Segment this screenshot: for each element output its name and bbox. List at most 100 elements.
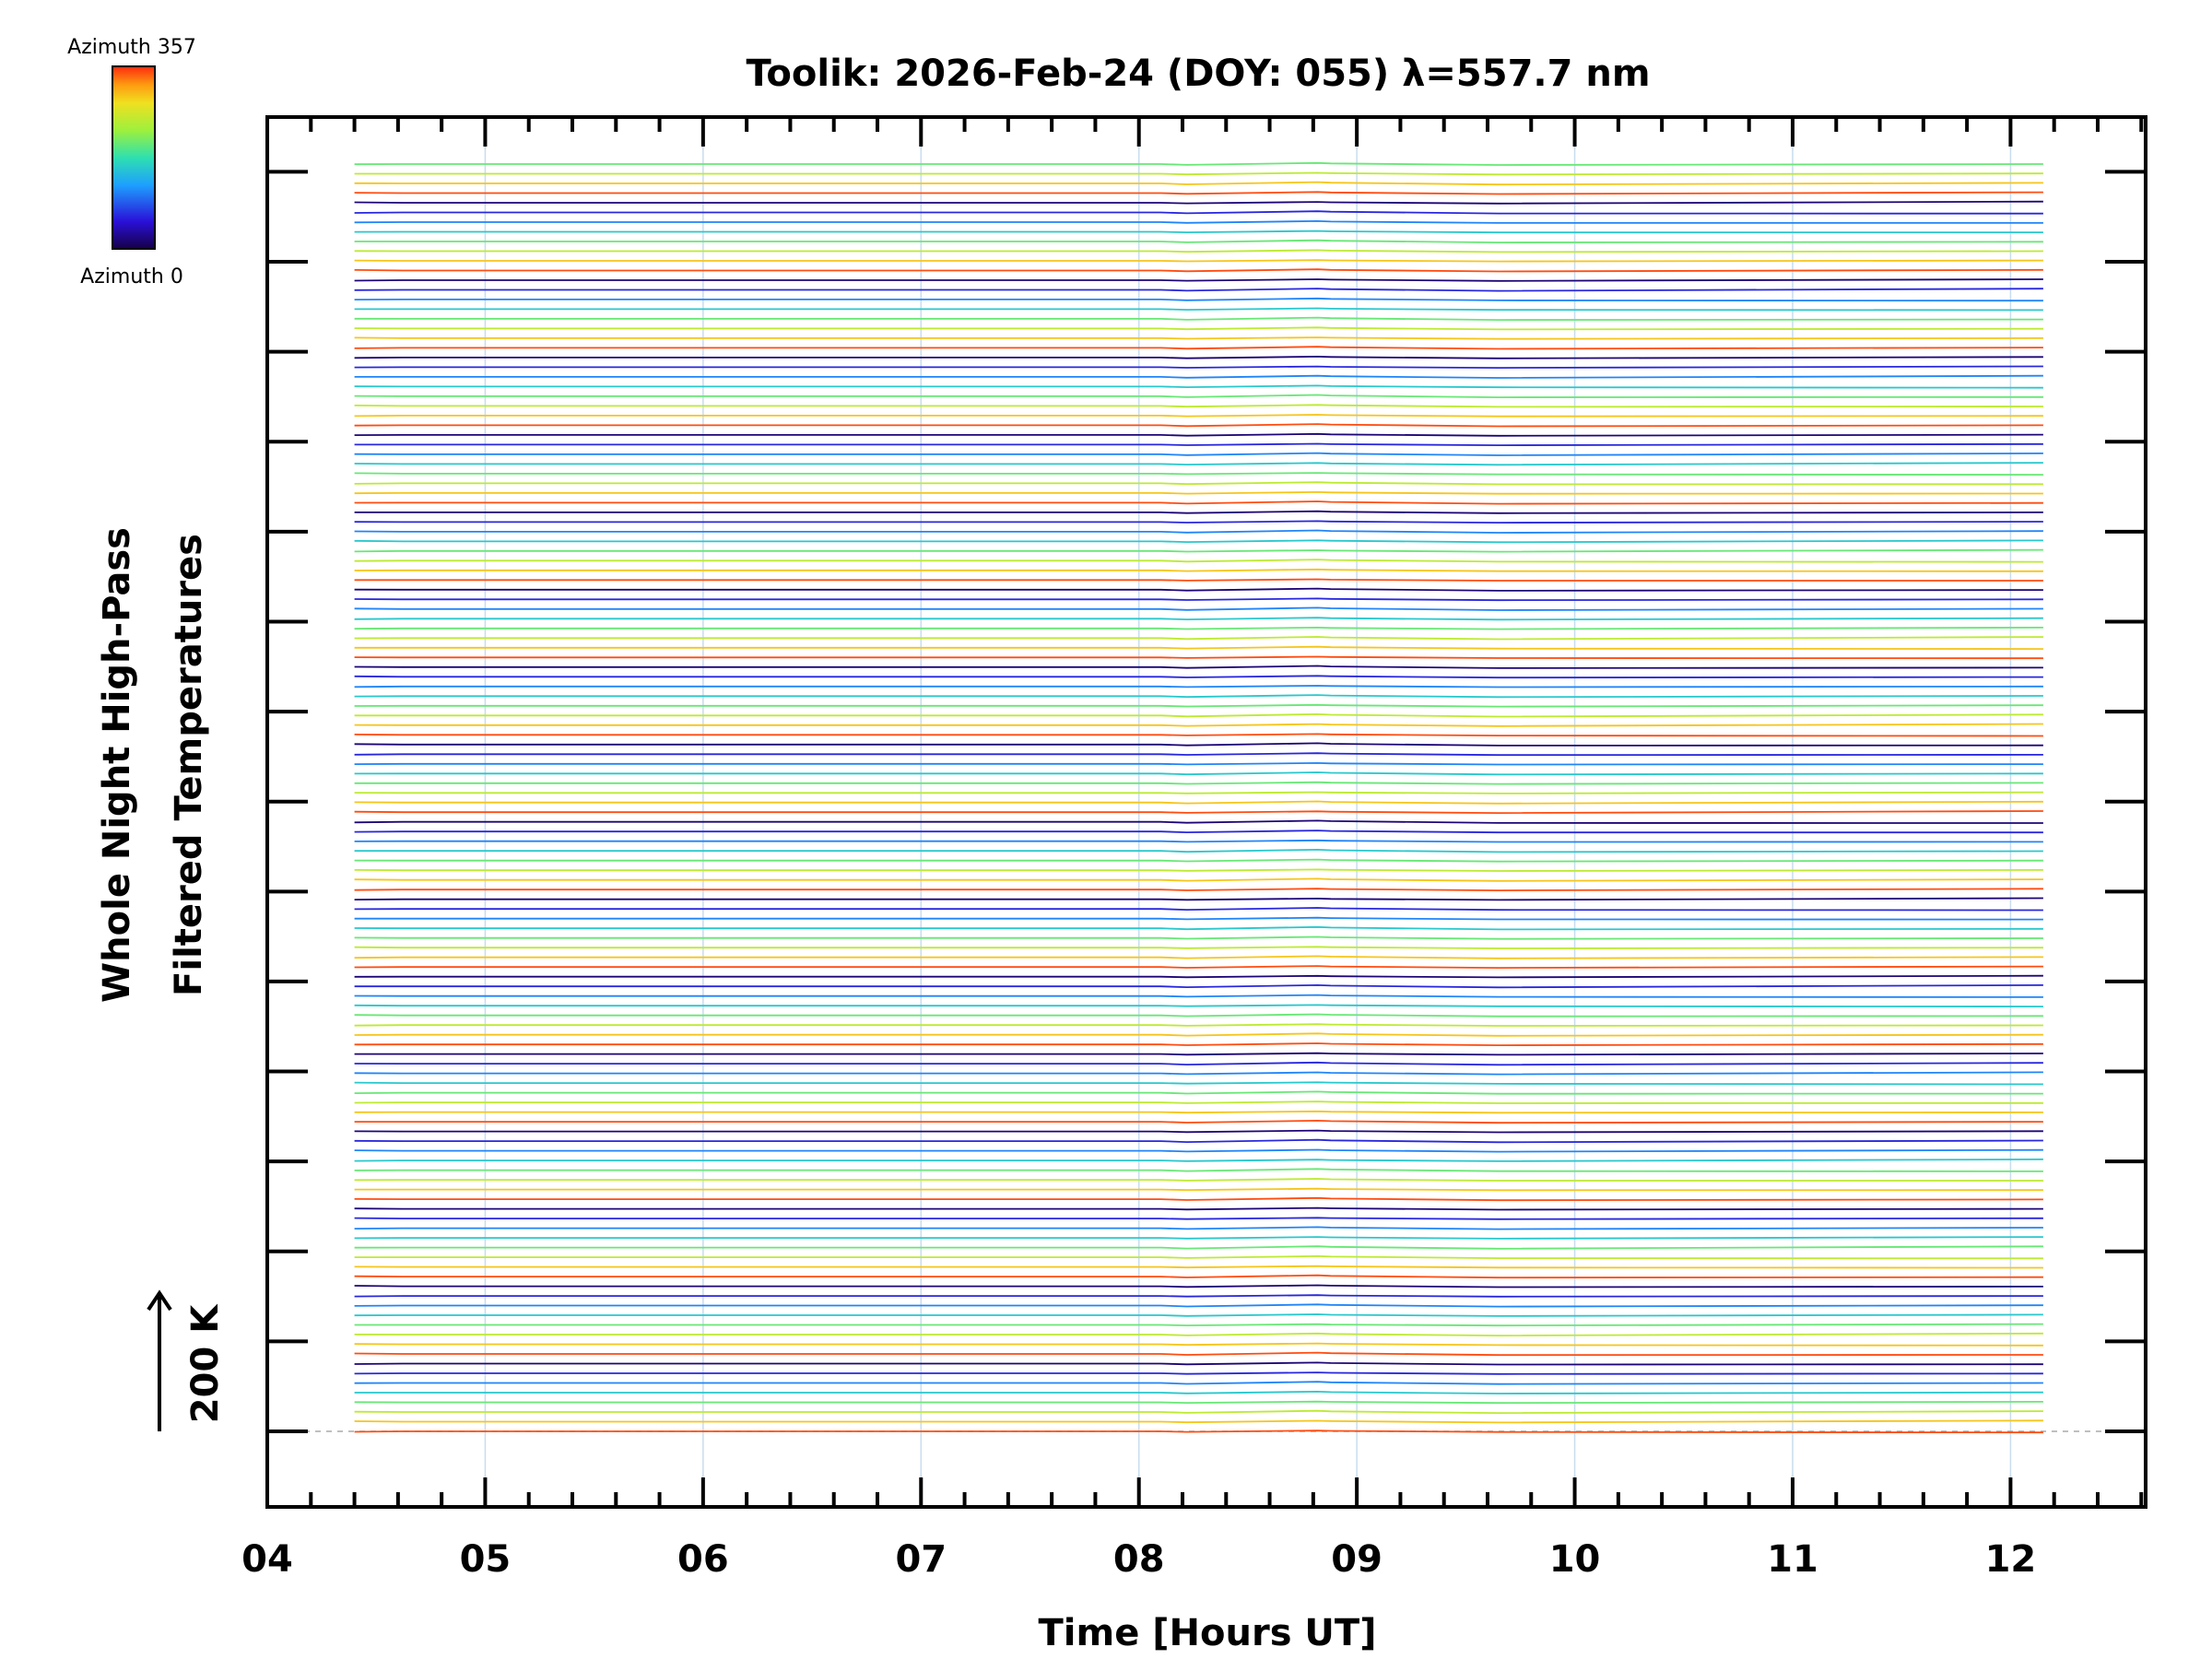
series-line [354, 1351, 2043, 1357]
series-line [354, 925, 2043, 931]
series-line [354, 1023, 2043, 1027]
series-line [354, 1119, 2043, 1124]
plot-frame [265, 115, 2147, 1509]
series-line [354, 1032, 2043, 1037]
series-line [354, 694, 2043, 699]
series-line [354, 897, 2043, 901]
series-line [354, 946, 2043, 949]
series-line [354, 452, 2043, 456]
series-line [354, 1061, 2043, 1066]
series-line [354, 810, 2043, 814]
series-line [354, 617, 2043, 621]
series-line [354, 1294, 2043, 1298]
series-line [354, 1342, 2043, 1347]
series-line [354, 472, 2043, 476]
series-line [354, 1004, 2043, 1007]
series-line [354, 297, 2043, 302]
series-line [354, 1148, 2043, 1153]
series-line [354, 1303, 2043, 1308]
x-axis-label: Time [Hours UT] [1039, 1612, 1377, 1654]
series-line [354, 1419, 2043, 1424]
series-line [354, 877, 2043, 882]
series-line [354, 733, 2043, 737]
series-line [354, 259, 2043, 263]
series-line [354, 1361, 2043, 1366]
series-line [354, 1217, 2043, 1220]
series-line [354, 578, 2043, 582]
series-line [354, 1226, 2043, 1230]
x-tick-label: 10 [1549, 1538, 1601, 1581]
series-line [354, 665, 2043, 669]
colorbar-top-label: Azimuth 357 [67, 36, 196, 59]
series-line [354, 1430, 2043, 1434]
x-tick-label: 07 [895, 1538, 947, 1581]
series-line [354, 1178, 2043, 1182]
series-line [354, 1254, 2043, 1260]
colorbar [112, 65, 156, 250]
series-line [354, 1206, 2043, 1211]
x-tick-labels: 04 05 06 07 08 09 10 11 12 [241, 1538, 2036, 1581]
x-tick-label: 09 [1331, 1538, 1382, 1581]
series-line [354, 800, 2043, 805]
series-line [354, 219, 2043, 224]
x-tick-label: 08 [1113, 1538, 1165, 1581]
series-line [354, 723, 2043, 727]
series-line [354, 423, 2043, 428]
series-line [354, 336, 2043, 340]
series-line [354, 848, 2043, 853]
series-line [354, 490, 2043, 495]
series-line [354, 1138, 2043, 1144]
series-line [354, 771, 2043, 776]
series-line [354, 414, 2043, 418]
series-line [354, 626, 2043, 630]
series-line [354, 742, 2043, 747]
series-line [354, 1168, 2043, 1172]
series-line [354, 819, 2043, 824]
series-line [354, 1236, 2043, 1240]
series-line [354, 559, 2043, 563]
series-line [354, 1129, 2043, 1134]
series-line [354, 404, 2043, 408]
scale-label: 200 K [184, 1303, 227, 1423]
series-line [354, 597, 2043, 602]
x-tick-label: 06 [677, 1538, 729, 1581]
series-line [354, 1371, 2043, 1375]
series-line [354, 1042, 2043, 1046]
series-line [354, 636, 2043, 641]
series-line [354, 394, 2043, 399]
series-line [354, 432, 2043, 437]
series-line [354, 1187, 2043, 1192]
series-line [354, 645, 2043, 650]
series-line [354, 761, 2043, 766]
series-line [354, 703, 2043, 708]
series-line [354, 1081, 2043, 1086]
series-line [354, 712, 2043, 718]
series-line [354, 1052, 2043, 1056]
chart-title: Toolik: 2026-Feb-24 (DOY: 055) λ=557.7 n… [746, 53, 1650, 95]
series-line [354, 374, 2043, 379]
series-line [354, 1196, 2043, 1202]
series-line [354, 548, 2043, 553]
series-line [354, 888, 2043, 891]
series-line [354, 858, 2043, 863]
axis-ticks [265, 117, 2146, 1507]
series-line [354, 1313, 2043, 1317]
series-line [354, 1159, 2043, 1162]
x-tick-label: 05 [460, 1538, 512, 1581]
series-line [354, 675, 2043, 679]
series-line [354, 481, 2043, 486]
series-line [354, 268, 2043, 273]
series-line [354, 365, 2043, 370]
series-line [354, 781, 2043, 785]
series-line [354, 181, 2043, 186]
series-line [354, 384, 2043, 389]
series-line [354, 229, 2043, 234]
series-line [354, 249, 2043, 253]
series-line [354, 1071, 2043, 1076]
series-line [354, 346, 2043, 350]
series-line [354, 935, 2043, 940]
series-line [354, 606, 2043, 611]
series-line [354, 955, 2043, 959]
x-tick-label: 04 [241, 1538, 293, 1581]
